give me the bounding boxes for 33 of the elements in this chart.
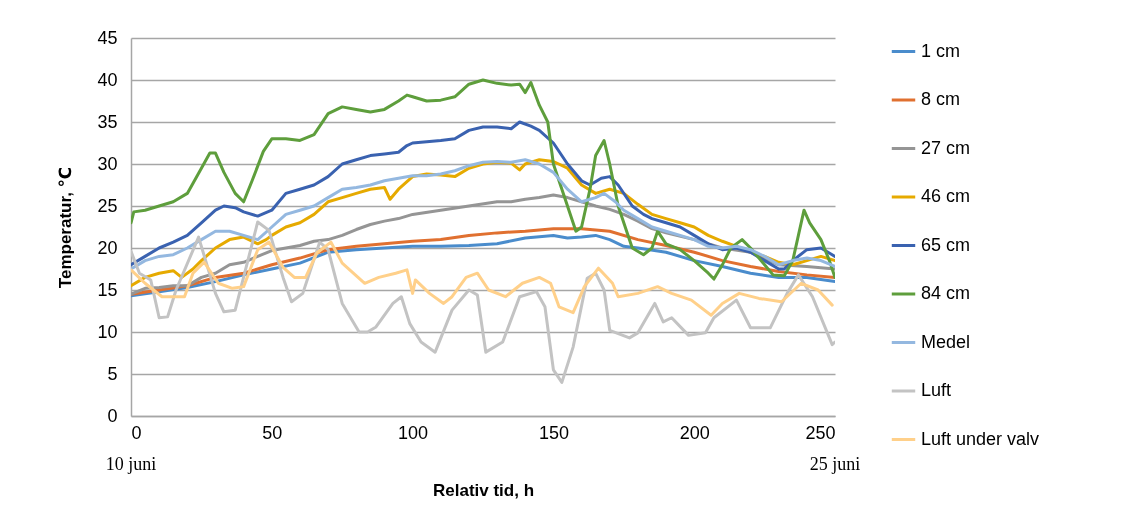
legend-label: 27 cm [921, 137, 971, 158]
y-tick-label: 45 [97, 27, 118, 48]
legend-label: 8 cm [921, 89, 961, 109]
y-tick-label: 40 [97, 69, 118, 90]
x-tick-label: 250 [805, 422, 836, 443]
text: 10 juni [105, 454, 157, 474]
y-tick-label: 10 [97, 321, 118, 342]
line-series [131, 240, 834, 317]
y-tick-label: 15 [97, 279, 118, 300]
x-tick-label: 150 [538, 422, 569, 443]
x-tick-label: 100 [398, 422, 429, 443]
y-tick-label: 5 [107, 363, 118, 384]
legend-label: Luft under valv [921, 428, 1040, 449]
x-axis-title: Relativ tid, h [432, 480, 535, 500]
y-axis-title: Temperatur, ℃ [56, 166, 76, 289]
y-tick-label: 30 [97, 153, 118, 174]
line-series [131, 220, 835, 384]
legend-label: 84 cm [921, 283, 971, 303]
legend-label: 1 cm [921, 40, 961, 61]
legend-label: 46 cm [921, 186, 971, 206]
line-series [131, 120, 835, 271]
x-tick-label: 200 [679, 422, 710, 443]
legend-label: 65 cm [921, 234, 971, 255]
y-tick-label: 20 [97, 237, 118, 258]
y-tick-label: 35 [97, 111, 118, 132]
legend-label: Luft [921, 380, 952, 400]
y-tick-label: 25 [97, 195, 118, 216]
text: 25 juni [809, 454, 861, 474]
x-tick-label: 50 [262, 422, 283, 443]
y-tick-label: 0 [107, 405, 118, 426]
x-tick-label: 0 [131, 422, 142, 443]
line-series [131, 78, 835, 281]
legend-label: Medel [921, 331, 971, 352]
